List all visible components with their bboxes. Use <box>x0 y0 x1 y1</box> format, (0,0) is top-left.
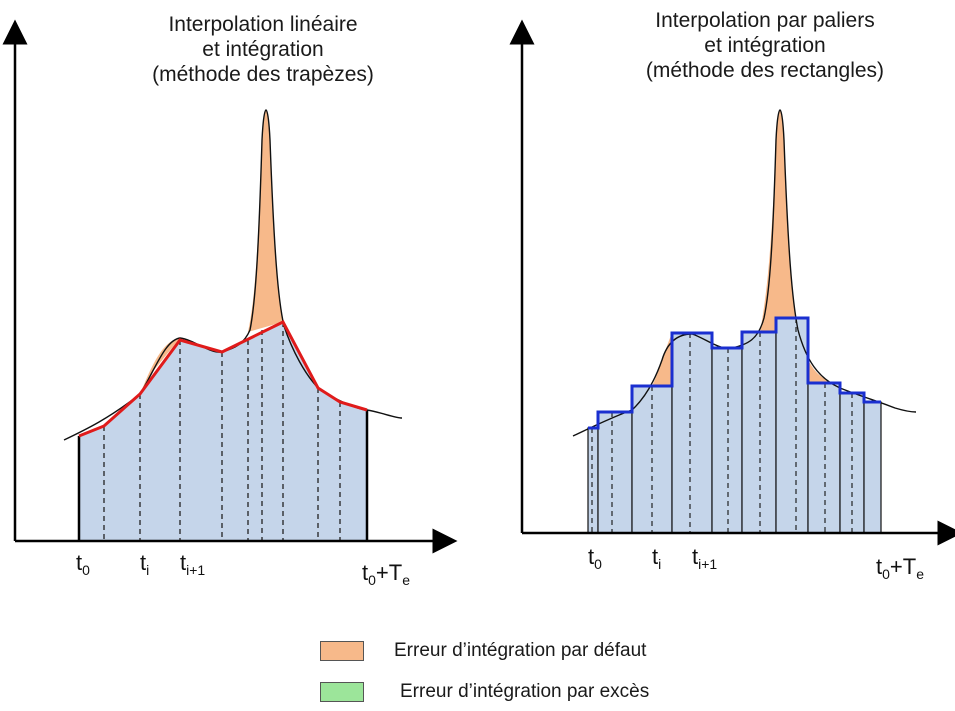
left-panel <box>2 19 458 554</box>
left-tick-end: t0+Te <box>362 560 411 588</box>
left-title-line2: et intégration <box>202 38 324 61</box>
left-default-error-peak <box>248 110 283 332</box>
left-panel-title: Interpolation linéaire et intégration (m… <box>128 12 398 87</box>
left-sample-lines <box>103 322 341 541</box>
right-default-error-tail <box>808 360 834 383</box>
legend-excess-error: Erreur d’intégration par excès <box>320 681 649 703</box>
left-tick-t0: t0 <box>76 550 90 578</box>
right-tick-t0: t0 <box>588 544 602 572</box>
right-rectangles <box>587 317 882 534</box>
right-title-line3: (méthode des rectangles) <box>645 59 885 82</box>
right-tick-end: t0+Te <box>876 554 925 582</box>
right-tick-ti1: ti+1 <box>692 544 718 572</box>
right-default-error-peak <box>760 110 796 332</box>
right-title-line1: Interpolation par paliers <box>655 9 875 32</box>
right-title-line2: et intégration <box>704 34 826 57</box>
legend-excess-label: Erreur d’intégration par excès <box>400 681 650 702</box>
right-sample-lines <box>591 318 853 533</box>
legend-default-label: Erreur d’intégration par défaut <box>394 640 647 661</box>
legend-default-error: Erreur d’intégration par défaut <box>320 640 646 662</box>
left-trapezoid-line <box>78 320 368 438</box>
right-panel <box>509 19 955 546</box>
left-title-line1: Interpolation linéaire <box>168 13 358 36</box>
left-tick-ti1: ti+1 <box>180 550 206 578</box>
left-tick-ti: ti <box>140 550 150 578</box>
right-tick-ti: ti <box>652 544 662 572</box>
right-default-error-bump <box>652 333 672 386</box>
right-panel-title: Interpolation par paliers et intégration… <box>620 8 910 83</box>
legend-default-swatch <box>320 641 364 661</box>
legend-excess-swatch <box>320 682 364 702</box>
right-rectangle-line <box>588 316 881 430</box>
left-title-line3: (méthode des trapèzes) <box>152 63 374 86</box>
left-integrated-area <box>79 322 367 541</box>
